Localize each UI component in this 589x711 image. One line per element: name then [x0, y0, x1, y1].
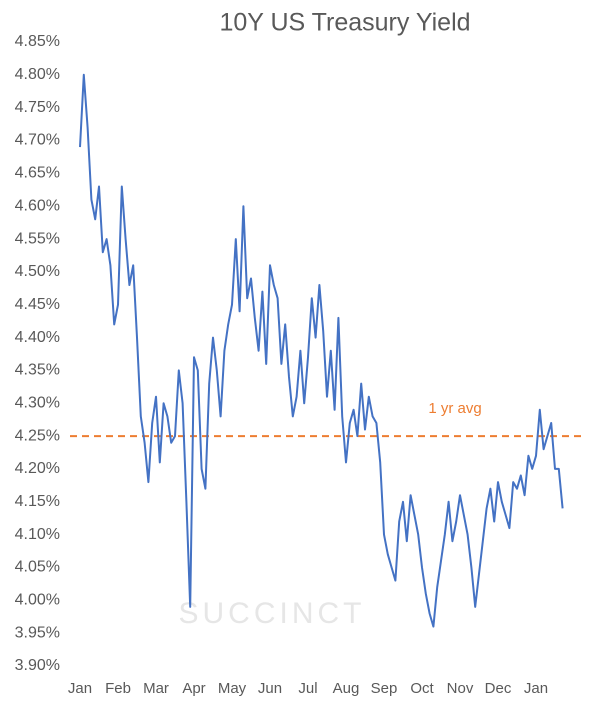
x-tick-label: Sep [371, 680, 398, 697]
x-tick-label: Oct [410, 680, 434, 697]
data-line [79, 73, 564, 628]
y-tick-label: 4.55% [15, 230, 60, 247]
x-tick-label: Jan [68, 680, 92, 697]
x-tick-label: Jun [258, 680, 282, 697]
y-tick-label: 4.15% [15, 493, 60, 510]
y-tick-label: 4.30% [15, 394, 60, 411]
y-tick-label: 4.35% [15, 362, 60, 379]
y-tick-label: 4.45% [15, 296, 60, 313]
x-tick-label: Mar [143, 680, 169, 697]
x-tick-label: Jan [524, 680, 548, 697]
y-tick-label: 4.40% [15, 329, 60, 346]
y-tick-label: 4.65% [15, 165, 60, 182]
y-tick-label: 4.05% [15, 559, 60, 576]
y-tick-label: 3.90% [15, 657, 60, 674]
chart-title: 10Y US Treasury Yield [219, 9, 470, 37]
y-tick-label: 4.20% [15, 460, 60, 477]
x-tick-label: Nov [447, 680, 474, 697]
y-tick-label: 3.95% [15, 624, 60, 641]
y-tick-label: 4.75% [15, 99, 60, 116]
watermark: SUCCINCT [179, 597, 366, 630]
y-tick-label: 4.25% [15, 427, 60, 444]
y-tick-label: 4.70% [15, 132, 60, 149]
y-tick-label: 4.85% [15, 33, 60, 50]
reference-label: 1 yr avg [428, 400, 481, 417]
x-tick-label: Aug [333, 680, 360, 697]
y-tick-label: 4.60% [15, 197, 60, 214]
x-tick-label: Feb [105, 680, 131, 697]
x-tick-label: Dec [485, 680, 512, 697]
x-tick-label: Jul [298, 680, 317, 697]
y-tick-label: 4.00% [15, 592, 60, 609]
y-tick-label: 4.50% [15, 263, 60, 280]
y-tick-label: 4.10% [15, 526, 60, 543]
y-tick-label: 4.80% [15, 66, 60, 83]
x-tick-label: Apr [182, 680, 205, 697]
x-tick-label: May [218, 680, 247, 697]
